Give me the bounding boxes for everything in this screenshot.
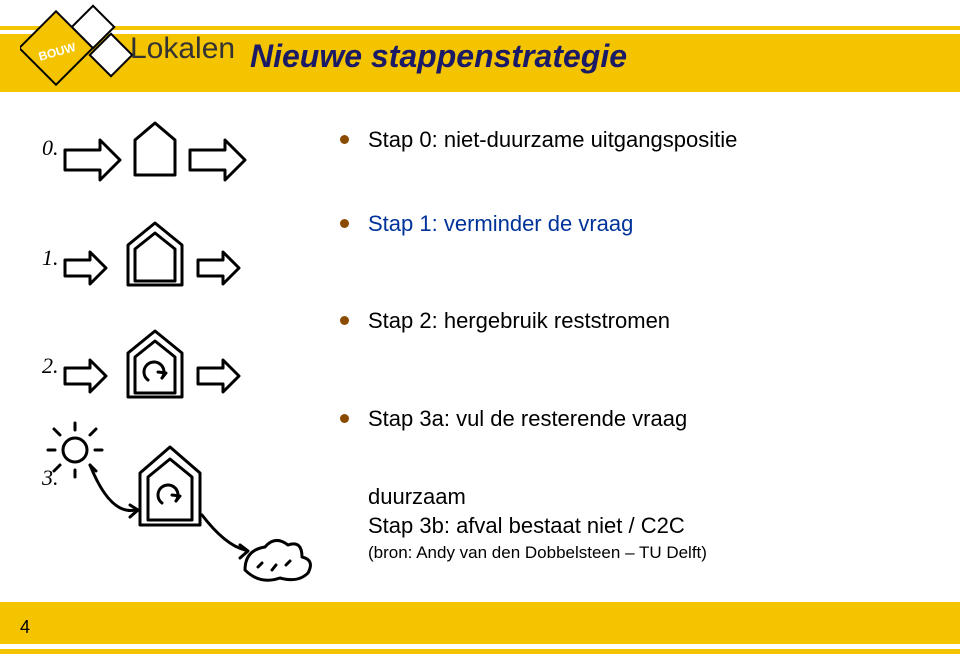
bullet-item-step3: Stap 3a: vul de resterende vraag xyxy=(340,404,920,434)
page-number: 4 xyxy=(20,617,30,638)
bullet-item-step1: Stap 1: verminder de vraag xyxy=(340,209,920,239)
sketch-column: .sk { fill:none; stroke:#000; stroke-wid… xyxy=(40,115,340,590)
logo-wordmark: Lokalen xyxy=(130,32,235,66)
brand-logo: BOUW Lokalen xyxy=(20,0,240,100)
sketch-label-0: 0. xyxy=(42,135,59,160)
steps-sketch: .sk { fill:none; stroke:#000; stroke-wid… xyxy=(40,115,340,585)
bullet-continuation: duurzaam xyxy=(340,482,920,512)
bullet-item-step0: Stap 0: niet-duurzame uitgangspositie xyxy=(340,125,920,155)
bullet-text: Stap 3a: vul de resterende vraag xyxy=(368,404,920,434)
bullet-text: Stap 0: niet-duurzame uitgangspositie xyxy=(368,125,920,155)
page-title: Nieuwe stappenstrategie xyxy=(250,38,627,75)
footer-bar xyxy=(0,602,960,644)
sketch-label-2: 2. xyxy=(42,353,59,378)
footer-accent-line xyxy=(0,649,960,654)
bullet-dot-icon xyxy=(340,219,349,228)
bullet-item-step2: Stap 2: hergebruik reststromen xyxy=(340,306,920,336)
bullet-dot-icon xyxy=(340,414,349,423)
bullet-extra-line: Stap 3b: afval bestaat niet / C2C xyxy=(340,511,920,541)
diamond-logo-icon: BOUW xyxy=(20,0,140,100)
bullet-dot-icon xyxy=(340,135,349,144)
bullet-text: Stap 1: verminder de vraag xyxy=(368,209,920,239)
sketch-label-1: 1. xyxy=(42,245,59,270)
bullet-list: Stap 0: niet-duurzame uitgangspositie St… xyxy=(340,125,920,565)
bullet-text: Stap 2: hergebruik reststromen xyxy=(368,306,920,336)
bullet-dot-icon xyxy=(340,316,349,325)
source-citation: (bron: Andy van den Dobbelsteen – TU Del… xyxy=(340,541,920,565)
